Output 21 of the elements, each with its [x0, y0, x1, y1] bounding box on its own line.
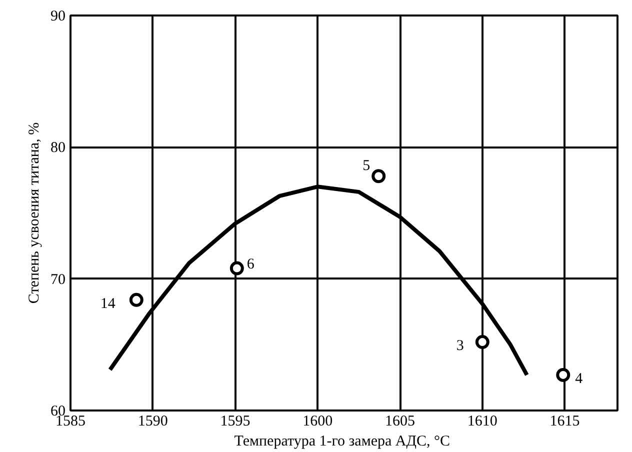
annotation: 5: [362, 158, 370, 174]
x-tick-label: 1590: [138, 414, 168, 430]
x-axis-title: Температура 1-го замера АДС, °C: [234, 434, 450, 450]
point: [475, 335, 490, 350]
x-tick-label: 1595: [220, 414, 250, 430]
point: [230, 261, 244, 276]
annotation: 4: [575, 370, 584, 387]
y-tick-label: 80: [50, 140, 66, 156]
y-tick-label: 90: [50, 8, 66, 24]
annotation: 14: [100, 296, 116, 312]
annotation: 6: [246, 256, 255, 272]
y-axis-title: Степень усвоения титана, %: [26, 122, 42, 304]
x-tick-label: 1605: [385, 414, 416, 430]
y-tick-label: 70: [50, 272, 66, 288]
point: [129, 292, 144, 307]
x-tick-label: 1600: [302, 414, 333, 430]
point: [556, 368, 570, 382]
annotation: 3: [456, 338, 464, 354]
x-tick-label: 1615: [550, 414, 580, 430]
x-tick-label: 1610: [467, 414, 498, 430]
point: [372, 169, 386, 184]
